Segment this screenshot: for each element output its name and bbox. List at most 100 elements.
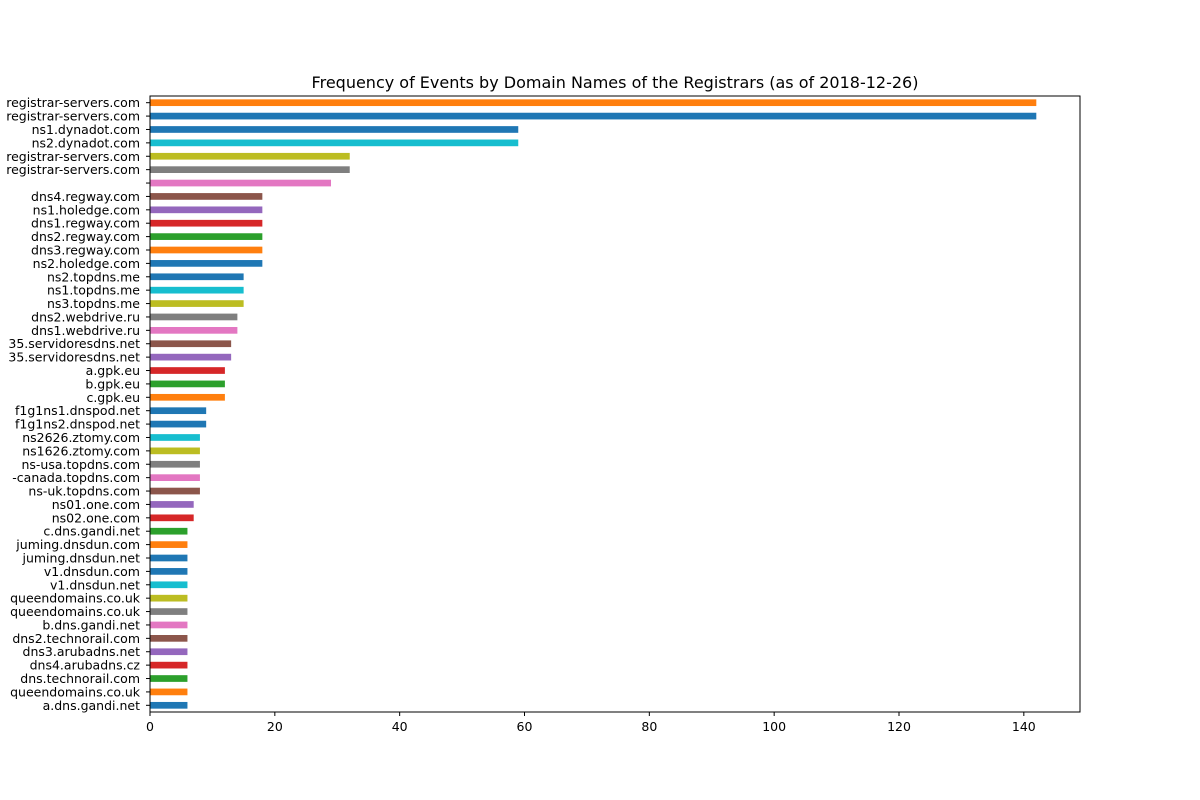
bar xyxy=(150,99,1037,107)
y-tick-label: dns2.webdrive.ru xyxy=(31,309,140,324)
y-tick-label: juming.dnsdun.net xyxy=(21,551,140,566)
bar xyxy=(150,487,200,495)
y-tick-label: c.dns.gandi.net xyxy=(43,524,140,539)
y-tick-label: dns.technorail.com xyxy=(20,671,140,686)
bar xyxy=(150,701,188,709)
bar xyxy=(150,313,238,321)
y-tick-label: dns3.arubadns.net xyxy=(23,644,141,659)
x-tick-label: 0 xyxy=(146,719,154,734)
x-tick-label: 80 xyxy=(641,719,657,734)
y-tick-label: dns2.technorail.com xyxy=(12,631,140,646)
bar xyxy=(150,527,188,535)
bar xyxy=(150,420,207,428)
y-tick-label: ns02.one.com xyxy=(52,510,140,525)
bar xyxy=(150,474,200,481)
y-tick-label: ns-usa.topdns.com xyxy=(21,457,140,472)
y-tick-label: registrar-servers.com xyxy=(6,95,140,110)
bar xyxy=(150,219,263,227)
plot-frame xyxy=(149,95,1081,713)
bar xyxy=(150,675,188,682)
x-tick-label: 60 xyxy=(517,719,533,734)
y-tick-label: registrar-servers.com xyxy=(6,109,140,124)
bar xyxy=(150,434,200,441)
y-tick-label: f1g1ns2.dnspod.net xyxy=(15,417,140,432)
y-tick-label: ns1.dynadot.com xyxy=(32,122,140,137)
bar xyxy=(150,554,188,562)
bar xyxy=(150,206,263,214)
bar xyxy=(150,193,263,200)
bar xyxy=(150,166,350,173)
bar xyxy=(150,514,194,522)
y-tick-label: dns1.webdrive.ru xyxy=(31,323,140,338)
bar xyxy=(150,635,188,642)
bar xyxy=(150,648,188,656)
y-tick-label: 35.servidoresdns.net xyxy=(8,336,140,351)
bar xyxy=(150,353,232,361)
y-tick-label: ns1.holedge.com xyxy=(33,202,140,217)
bar xyxy=(150,260,263,267)
y-tick-label: a.dns.gandi.net xyxy=(43,698,140,713)
bar xyxy=(150,541,188,548)
bar xyxy=(150,501,194,508)
bar xyxy=(150,688,188,696)
chart-title: Frequency of Events by Domain Names of t… xyxy=(312,73,919,92)
bars-group xyxy=(150,99,1037,709)
y-axis-ticks: registrar-servers.comregistrar-servers.c… xyxy=(6,95,150,713)
bar xyxy=(150,594,188,602)
bar xyxy=(150,661,188,669)
bar xyxy=(150,367,225,374)
y-tick-label: f1g1ns1.dnspod.net xyxy=(15,403,140,418)
y-tick-label: ns2.dynadot.com xyxy=(32,135,140,150)
y-tick-label: dns1.regway.com xyxy=(31,216,140,231)
y-tick-label: b.gpk.eu xyxy=(85,376,140,391)
y-tick-label: ns01.one.com xyxy=(52,497,140,512)
y-tick-label: -canada.topdns.com xyxy=(12,470,140,485)
y-tick-label: c.gpk.eu xyxy=(86,390,140,405)
x-tick-label: 100 xyxy=(762,719,786,734)
bar xyxy=(150,407,207,415)
bar xyxy=(150,233,263,240)
x-tick-label: 140 xyxy=(1012,719,1036,734)
bar xyxy=(150,447,200,455)
bar xyxy=(150,621,188,629)
x-tick-label: 120 xyxy=(887,719,911,734)
bar xyxy=(150,286,244,294)
bar xyxy=(150,327,238,334)
y-tick-label: queendomains.co.uk xyxy=(10,591,141,606)
bar xyxy=(150,126,519,133)
y-tick-label: dns4.arubadns.cz xyxy=(30,658,141,673)
y-tick-label: registrar-servers.com xyxy=(6,162,140,177)
y-tick-label: juming.dnsdun.com xyxy=(15,537,140,552)
y-tick-label: ns3.topdns.me xyxy=(47,296,140,311)
bar xyxy=(150,300,244,307)
bar xyxy=(150,139,519,147)
y-tick-label: ns1.topdns.me xyxy=(47,283,140,298)
y-tick-label: queendomains.co.uk xyxy=(10,684,141,699)
bar xyxy=(150,179,332,187)
bar xyxy=(150,380,225,388)
y-tick-label: ns2.holedge.com xyxy=(33,256,140,271)
bar xyxy=(150,608,188,615)
y-tick-label: a.gpk.eu xyxy=(86,363,140,378)
y-tick-label: v1.dnsdun.com xyxy=(44,564,140,579)
bar xyxy=(150,460,200,468)
y-tick-label: dns2.regway.com xyxy=(31,229,140,244)
y-tick-label: registrar-servers.com xyxy=(6,149,140,164)
bar xyxy=(150,340,232,348)
x-axis-ticks: 0 20 40 60 80 100 120 140 xyxy=(146,712,1036,734)
y-tick-label: ns1626.ztomy.com xyxy=(22,443,140,458)
bar xyxy=(150,246,263,254)
y-tick-label: dns4.regway.com xyxy=(31,189,140,204)
bar xyxy=(150,152,350,160)
y-tick-label: queendomains.co.uk xyxy=(10,604,141,619)
bar xyxy=(150,393,225,401)
bar xyxy=(150,273,244,281)
y-tick-label: dns3.regway.com xyxy=(31,243,140,258)
y-tick-label: ns2626.ztomy.com xyxy=(22,430,140,445)
bar xyxy=(150,568,188,575)
x-tick-label: 20 xyxy=(267,719,283,734)
bar xyxy=(150,112,1037,120)
x-tick-label: 40 xyxy=(392,719,408,734)
y-tick-label: ns-uk.topdns.com xyxy=(28,484,140,499)
y-tick-label: b.dns.gandi.net xyxy=(42,617,140,632)
